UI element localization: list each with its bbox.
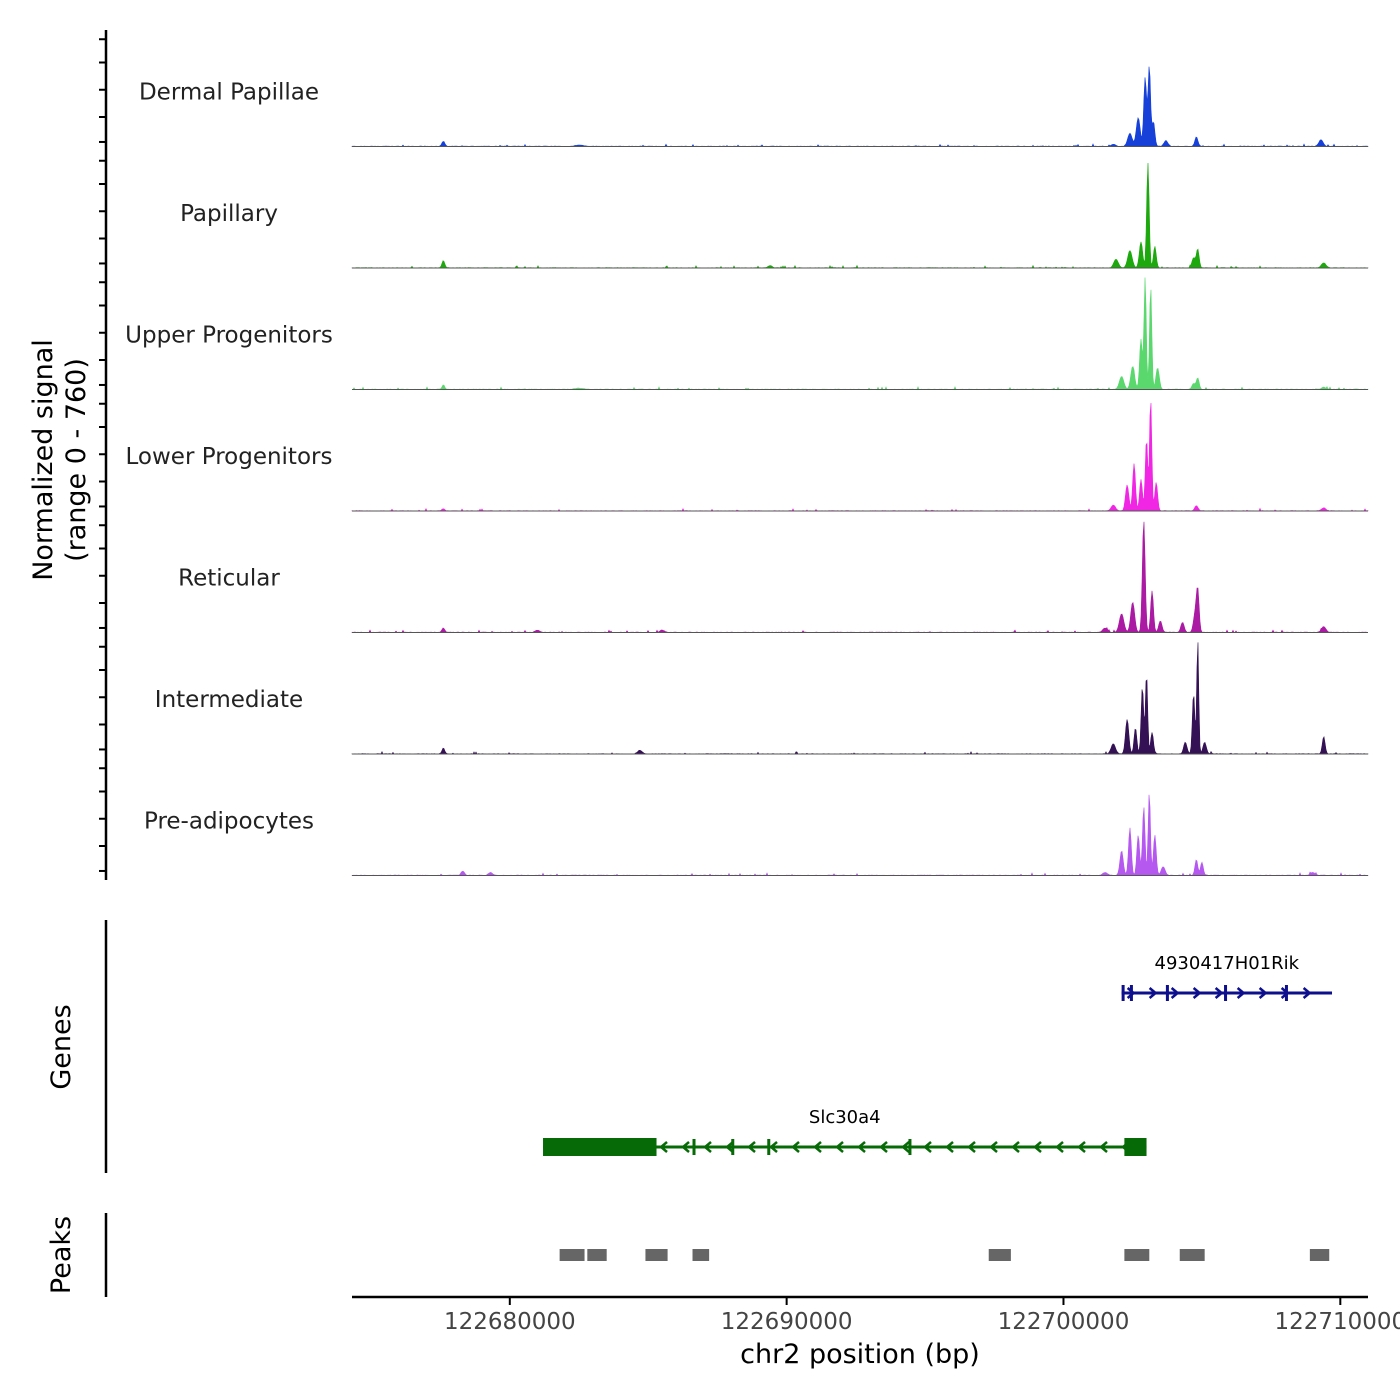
strand-arrow-icon (1302, 987, 1312, 999)
strand-arrow-icon (835, 1141, 844, 1153)
peak-region (587, 1249, 607, 1261)
track-label: Dermal Papillae (139, 80, 319, 106)
strand-arrow-icon (901, 1141, 910, 1153)
track-intermediate: Intermediate (155, 642, 1369, 755)
track-upper-progenitors: Upper Progenitors (125, 277, 1369, 390)
signal-area (351, 794, 1369, 876)
signal-y-axis-label-line1: Normalized signal (28, 339, 59, 581)
strand-arrow-icon (989, 1141, 998, 1153)
gene-exon (731, 1139, 735, 1155)
strand-arrow-icon (1148, 987, 1158, 999)
strand-arrow-icon (747, 1141, 756, 1153)
gene-exon (1165, 985, 1169, 1001)
track-papillary: Papillary (180, 162, 1369, 269)
peaks-panel (104, 1213, 1330, 1297)
genes-y-axis-label: Genes (46, 1004, 77, 1089)
strand-arrow-icon (857, 1141, 866, 1153)
gene-exon (543, 1138, 657, 1156)
gene-exon (1284, 985, 1288, 1001)
strand-arrow-icon (681, 1141, 690, 1153)
gene-name-label: Slc30a4 (809, 1107, 881, 1128)
track-pre-adipocytes: Pre-adipocytes (144, 794, 1369, 876)
strand-arrow-icon (1033, 1141, 1042, 1153)
peak-region (988, 1249, 1011, 1261)
strand-arrow-icon (1055, 1141, 1064, 1153)
track-label: Reticular (178, 566, 280, 592)
strand-arrow-icon (879, 1141, 888, 1153)
strand-arrow-icon (813, 1141, 822, 1153)
peak-region (692, 1249, 710, 1261)
gene-exon (1121, 985, 1125, 1001)
track-lower-progenitors: Lower Progenitors (126, 402, 1369, 512)
strand-arrow-icon (1236, 987, 1246, 999)
strand-arrow-icon (967, 1141, 976, 1153)
signal-area (351, 277, 1369, 390)
gene-exon (1224, 985, 1228, 1001)
strand-arrow-icon (1192, 987, 1202, 999)
peaks-y-axis-label: Peaks (46, 1216, 77, 1294)
strand-arrow-icon (703, 1141, 712, 1153)
strand-arrow-icon (769, 1141, 778, 1153)
x-axis: 122680000 122690000 122700000 122710000 (352, 1295, 1400, 1335)
gene-4930417h01rik: 4930417H01Rik (1121, 953, 1333, 1001)
signal-area (351, 162, 1369, 269)
strand-arrow-icon (659, 1141, 668, 1153)
genes-panel: 4930417H01Rik Slc30a4 (104, 920, 1333, 1173)
track-reticular: Reticular (178, 521, 1369, 633)
peak-region (1179, 1249, 1205, 1261)
gene-exon (1129, 985, 1133, 1001)
track-dermal-papillae: Dermal Papillae (139, 66, 1369, 147)
strand-arrow-icon (945, 1141, 954, 1153)
strand-arrow-icon (1077, 1141, 1086, 1153)
track-label: Upper Progenitors (125, 323, 333, 349)
gene-name-label: 4930417H01Rik (1155, 953, 1300, 974)
strand-arrow-icon (725, 1141, 734, 1153)
strand-arrow-icon (1170, 987, 1180, 999)
signal-area (351, 521, 1369, 633)
gene-exon (908, 1139, 912, 1155)
signal-area (351, 642, 1369, 755)
signal-area (351, 402, 1369, 512)
peak-region (1124, 1249, 1150, 1261)
gene-exon (1124, 1138, 1147, 1156)
x-tick-label: 122700000 (998, 1309, 1130, 1335)
peak-region (559, 1249, 585, 1261)
peak-region (1309, 1249, 1330, 1261)
gene-exon (692, 1139, 696, 1155)
strand-arrow-icon (923, 1141, 932, 1153)
strand-arrow-icon (1126, 987, 1136, 999)
signal-area (351, 66, 1369, 147)
track-label: Papillary (180, 201, 278, 227)
gene-exon (767, 1139, 771, 1155)
signal-y-axis-label-line2: (range 0 - 760) (61, 358, 92, 562)
x-tick-label: 122710000 (1274, 1309, 1400, 1335)
x-tick-label: 122690000 (721, 1309, 853, 1335)
peak-region (645, 1249, 668, 1261)
x-axis-label: chr2 position (bp) (740, 1339, 980, 1370)
track-label: Pre-adipocytes (144, 809, 314, 835)
gene-slc30a4: Slc30a4 (543, 1107, 1147, 1156)
track-label: Intermediate (155, 687, 303, 713)
x-tick-label: 122680000 (444, 1309, 576, 1335)
signal-panel: Dermal Papillae Papillary Upper Progenitor… (99, 30, 1369, 880)
track-label: Lower Progenitors (126, 444, 333, 470)
strand-arrow-icon (1011, 1141, 1020, 1153)
strand-arrow-icon (1099, 1141, 1108, 1153)
strand-arrow-icon (791, 1141, 800, 1153)
strand-arrow-icon (1258, 987, 1268, 999)
strand-arrow-icon (1214, 987, 1224, 999)
